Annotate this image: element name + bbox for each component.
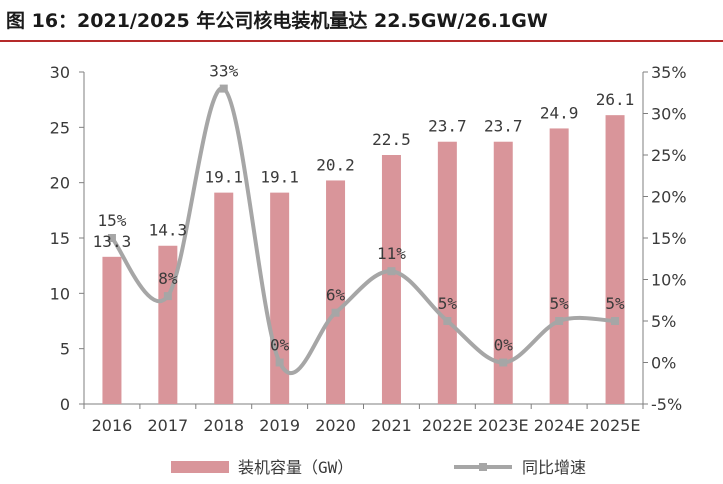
bar-value-label: 19.1 (260, 168, 299, 187)
line-marker (219, 84, 228, 93)
left-tick-label: 30 (50, 63, 70, 82)
line-marker (163, 292, 172, 301)
bar-value-label: 13.3 (93, 232, 132, 251)
right-tick-label: 20% (651, 188, 687, 207)
bar (549, 128, 569, 404)
bar-value-label: 20.2 (316, 155, 355, 174)
right-tick-label: 15% (651, 229, 687, 248)
line-series (107, 84, 620, 375)
bar-value-label: 14.3 (149, 221, 188, 240)
growth-value-label: 0% (270, 336, 290, 355)
bar-value-label: 19.1 (204, 168, 243, 187)
growth-value-label: 11% (377, 244, 406, 263)
x-tick-label: 2021 (371, 416, 412, 435)
growth-value-label: 33% (209, 62, 238, 81)
legend-bar-label: 装机容量（GW） (238, 458, 353, 477)
growth-line (110, 86, 616, 375)
left-tick-label: 15 (50, 229, 70, 248)
left-tick-label: 5 (60, 340, 70, 359)
growth-value-label: 5% (438, 294, 458, 313)
x-tick-label: 2025E (590, 416, 641, 435)
legend-line-label: 同比增速 (522, 458, 586, 477)
left-tick-label: 10 (50, 284, 70, 303)
bar (381, 155, 401, 404)
legend-bar-swatch (171, 461, 229, 473)
x-tick-label: 2024E (534, 416, 585, 435)
line-marker (499, 358, 508, 367)
line-marker (331, 308, 340, 317)
line-marker (443, 317, 452, 325)
axes: 0 5 10 15 20 25 30 -5% 0% 5% 10% 15% 20% 25% 30% 35% 201… (50, 63, 687, 435)
x-tick-label: 2020 (315, 416, 356, 435)
line-marker (611, 317, 620, 325)
legend-line-marker (479, 463, 487, 471)
bar-value-label: 22.5 (372, 130, 411, 149)
growth-value-label: 8% (158, 269, 178, 288)
bar (493, 141, 513, 404)
growth-value-label: 5% (550, 294, 570, 313)
left-tick-label: 0 (60, 395, 70, 414)
growth-value-label: 6% (326, 286, 346, 305)
data-labels: 13.3 14.3 19.1 19.1 20.2 22.5 23.7 23.7 24.9 26.1… (93, 62, 635, 355)
x-tick-label: 2017 (147, 416, 188, 435)
title-divider (0, 40, 723, 42)
bar-series (102, 115, 625, 404)
bar (102, 256, 122, 404)
right-tick-label: 25% (651, 146, 687, 165)
right-tick-label: -5% (651, 395, 682, 414)
line-marker (275, 358, 284, 367)
line-marker (555, 317, 564, 325)
left-tick-label: 20 (50, 174, 70, 193)
line-marker (107, 234, 116, 242)
x-tick-label: 2018 (203, 416, 244, 435)
left-tick-label: 25 (50, 118, 70, 137)
x-tick-label: 2019 (259, 416, 300, 435)
x-tick-label: 2023E (478, 416, 529, 435)
growth-value-label: 5% (605, 294, 625, 313)
chart-title: 图 16：2021/2025 年公司核电装机量达 22.5GW/26.1GW (6, 10, 548, 32)
right-tick-label: 10% (651, 271, 687, 290)
growth-value-label: 0% (494, 336, 514, 355)
right-tick-label: 5% (651, 312, 676, 331)
bar-value-label: 23.7 (428, 117, 467, 136)
line-marker (387, 267, 396, 276)
x-tick-label: 2016 (92, 416, 133, 435)
bar-value-label: 24.9 (540, 103, 579, 122)
right-tick-label: 35% (651, 63, 687, 82)
bar (437, 141, 457, 404)
right-tick-label: 0% (651, 354, 676, 373)
bar-value-label: 23.7 (484, 117, 523, 136)
bar (605, 115, 625, 404)
bar (214, 192, 234, 404)
legend: 装机容量（GW） 同比增速 (171, 458, 586, 477)
x-tick-label: 2022E (422, 416, 473, 435)
right-tick-label: 30% (651, 105, 687, 124)
bar (326, 180, 346, 404)
growth-value-label: 15% (97, 211, 126, 230)
bar-value-label: 26.1 (596, 90, 635, 109)
